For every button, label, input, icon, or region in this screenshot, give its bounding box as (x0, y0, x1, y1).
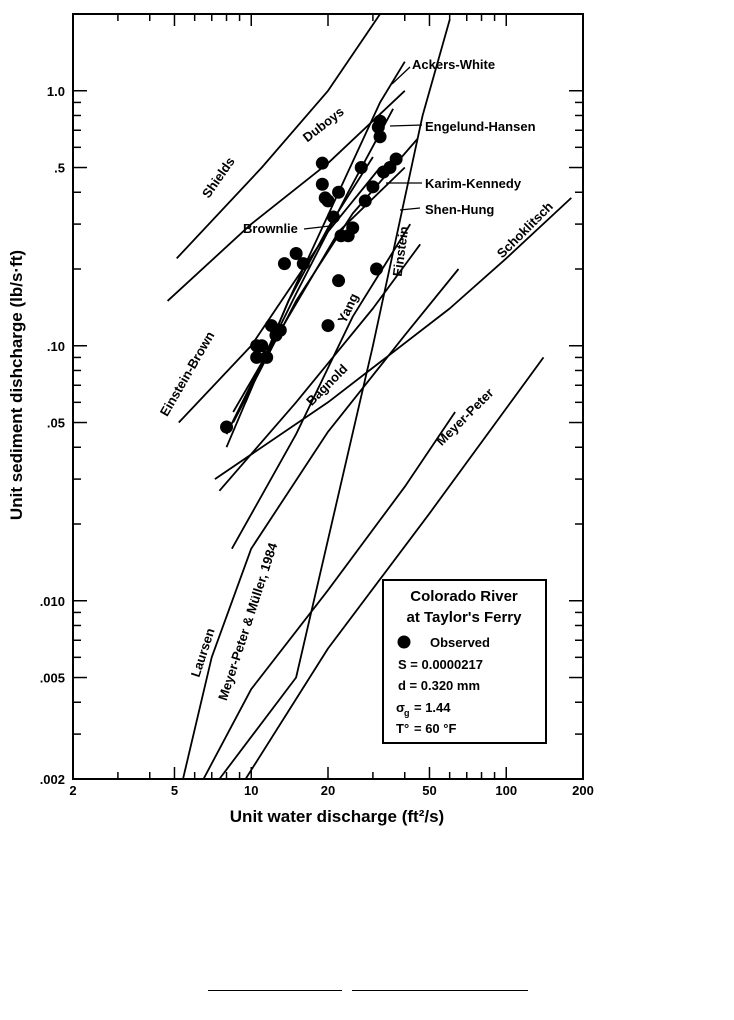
legend-temperature: = 60 °F (414, 721, 456, 736)
y-tick-label: 1.0 (47, 84, 65, 99)
curve-schoklitsch (214, 197, 572, 480)
label-leader-ackers-white (391, 66, 411, 85)
observed-point (255, 339, 269, 353)
curve-label-einstein: Einstein (390, 225, 412, 277)
curve-shields (176, 14, 381, 260)
legend-slope: S = 0.0000217 (398, 657, 483, 672)
footer-rule-left (208, 990, 342, 991)
curve-label-karim-kennedy: Karim-Kennedy (425, 176, 522, 191)
observed-point (373, 114, 387, 128)
label-leader-shen-hung (399, 207, 421, 211)
y-tick-label: .05 (47, 416, 65, 431)
label-leader-brownlie (303, 225, 331, 230)
observed-point (315, 156, 329, 170)
footer-rule-right (352, 990, 528, 991)
observed-points (220, 114, 403, 434)
legend-temp-symbol: T° (396, 721, 409, 736)
label-leader-engelund-hansen (389, 124, 423, 127)
legend-title-line1: Colorado River (410, 588, 518, 605)
curve-meyer-peter (244, 356, 545, 779)
x-tick-label: 50 (422, 783, 436, 798)
observed-point (346, 221, 360, 235)
curve-meyer-peter-m-ller-1984 (202, 411, 456, 779)
observed-point (370, 262, 384, 276)
observed-point (220, 420, 234, 434)
curve-label-engelund-hansen: Engelund-Hansen (425, 119, 536, 134)
legend: Colorado River at Taylor's Ferry Observe… (382, 579, 547, 744)
curve-einstein-brown (178, 166, 381, 424)
x-axis-title: Unit water discharge (ft²/s) (230, 807, 444, 826)
curve-label-meyer-peter: Meyer-Peter (433, 385, 496, 448)
x-tick-label: 100 (495, 783, 517, 798)
legend-box (382, 579, 547, 744)
legend-sigma: = 1.44 (414, 700, 451, 715)
observed-point (373, 130, 387, 144)
observed-point (321, 194, 335, 208)
observed-point (366, 180, 380, 194)
observed-point (289, 247, 303, 261)
curve-label-shields: Shields (199, 154, 238, 200)
curve-einstein (218, 19, 451, 779)
x-tick-label: 10 (244, 783, 258, 798)
curve-label-ackers-white: Ackers-White (412, 57, 495, 72)
observed-point (315, 177, 329, 191)
observed-point (389, 152, 403, 166)
axis-titles: Unit water discharge (ft²/s) Unit sedime… (7, 250, 444, 826)
curve-label-duboys: Duboys (300, 104, 347, 145)
y-axis-title: Unit sediment dishcharge (lb/s·ft) (7, 250, 26, 520)
curve-duboys (166, 90, 406, 302)
y-tick-label: .002 (40, 772, 65, 787)
observed-point (277, 257, 291, 271)
legend-title-line2: at Taylor's Ferry (406, 609, 522, 626)
observed-point (358, 194, 372, 208)
y-tick-label: .010 (40, 594, 65, 609)
y-tick-label: .5 (54, 161, 65, 176)
observed-point (250, 350, 264, 364)
x-tick-label: 200 (572, 783, 594, 798)
observed-point (332, 185, 346, 199)
curve-label-einstein-brown: Einstein-Brown (157, 329, 218, 419)
legend-observed-label: Observed (430, 635, 490, 650)
curve-laursen (182, 268, 460, 779)
curve-bagnold (218, 243, 421, 492)
x-tick-label: 5 (171, 783, 178, 798)
legend-diameter: d = 0.320 mm (398, 678, 480, 693)
observed-point (354, 161, 368, 175)
curve-label-shen-hung: Shen-Hung (425, 202, 494, 217)
legend-sigma-subscript: g (404, 708, 410, 718)
observed-point (273, 323, 287, 337)
legend-observed-marker (397, 635, 411, 649)
observed-point (332, 274, 346, 288)
x-tick-label: 2 (69, 783, 76, 798)
curve-label-schoklitsch: Schoklitsch (494, 199, 556, 261)
x-tick-label: 20 (321, 783, 335, 798)
y-tick-label: .005 (40, 671, 65, 686)
legend-sigma-symbol: σ (396, 700, 405, 715)
observed-point (326, 210, 340, 224)
observed-point (321, 319, 335, 333)
curve-label-brownlie: Brownlie (243, 221, 298, 236)
observed-point (260, 350, 274, 364)
y-tick-label: .10 (47, 339, 65, 354)
observed-point (296, 257, 310, 271)
axis-ticks: 2 5 10 20 50 100 200 .002 .005 .010 .05 .10 .5 1.0 (40, 13, 594, 798)
